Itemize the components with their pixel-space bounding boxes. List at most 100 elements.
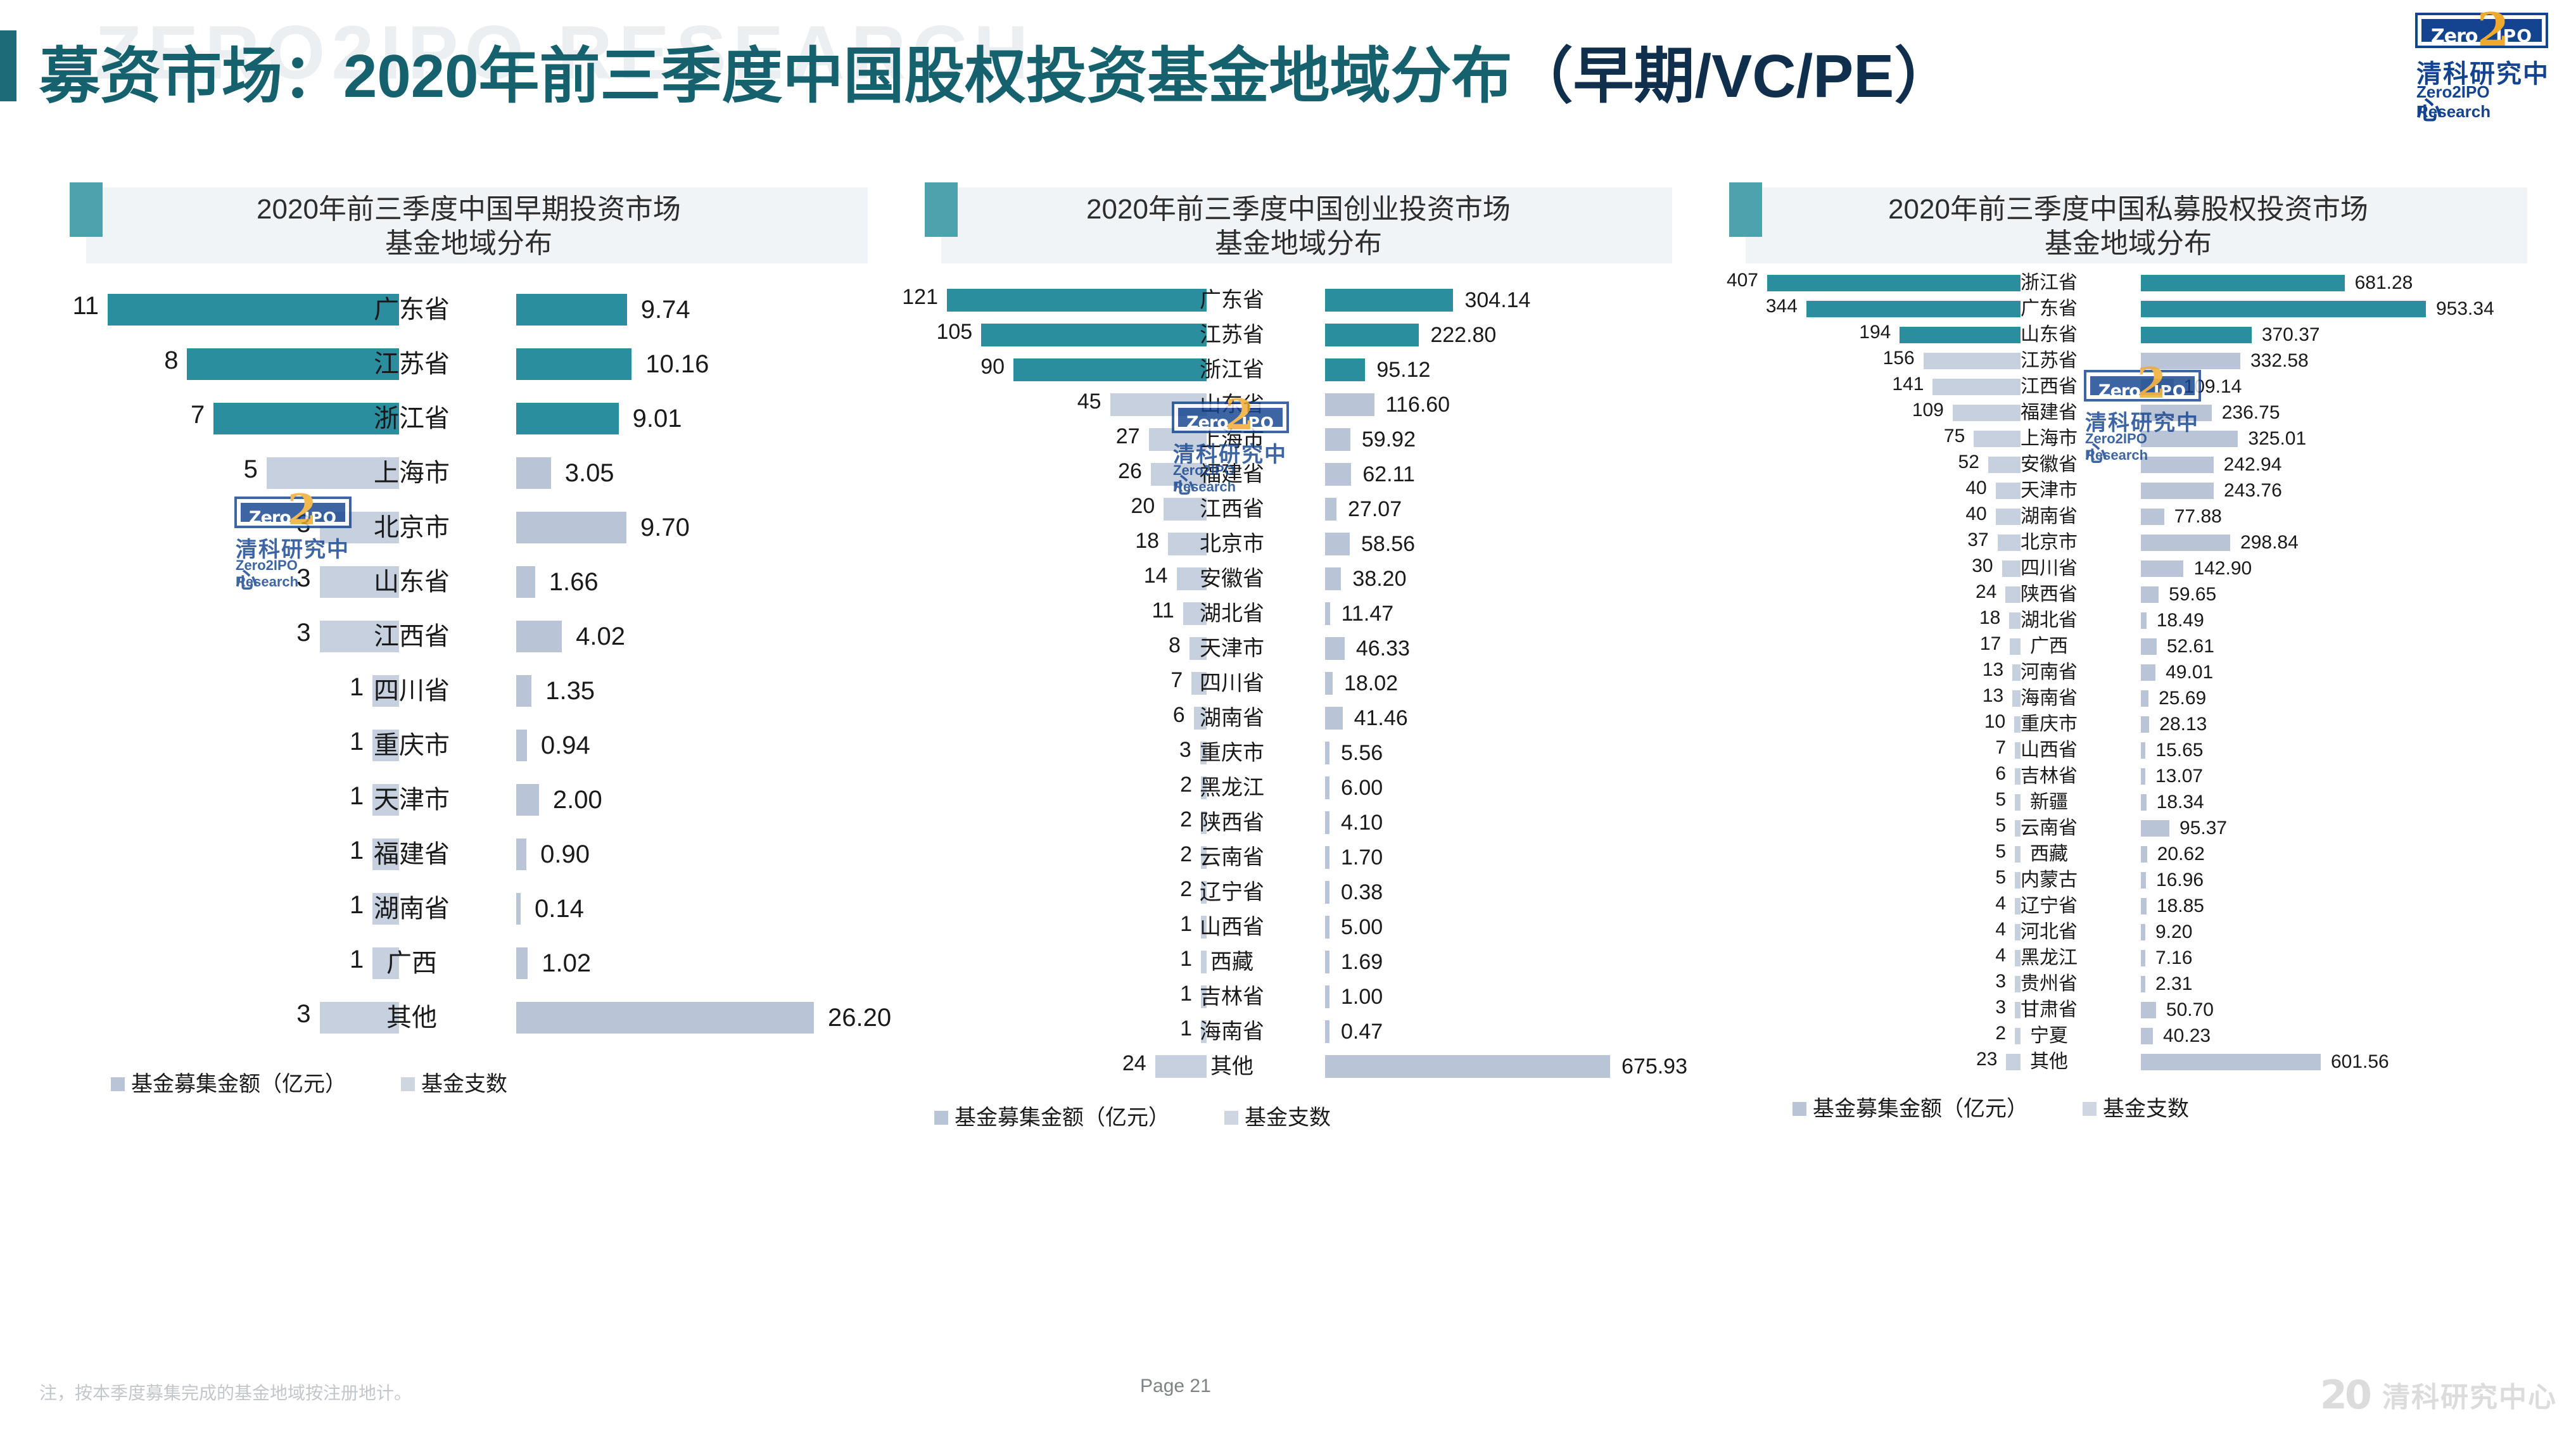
category-label: 湖北省 <box>1200 601 1264 626</box>
chart-row: 1 湖南省 0.14 <box>44 882 887 936</box>
amount-value-label: 59.65 <box>2169 583 2217 605</box>
category-label: 江西省 <box>2021 376 2078 397</box>
count-bar <box>1201 1020 1207 1043</box>
count-bar <box>1201 985 1207 1008</box>
legend-item-count: 基金支数 <box>2083 1091 2189 1122</box>
count-value-label: 30 <box>1972 555 1993 577</box>
count-value-label: 3 <box>296 619 311 647</box>
legend-swatch-count-icon <box>1224 1111 1238 1125</box>
count-value-label: 194 <box>1859 322 1891 343</box>
amount-bar <box>1325 358 1366 381</box>
chart-title-line2: 基金地域分布 <box>1215 228 1382 259</box>
chart-row: 1 广西 1.02 <box>44 936 887 990</box>
legend-label-count: 基金支数 <box>1245 1106 1331 1130</box>
amount-value-label: 116.60 <box>1385 392 1450 417</box>
category-label: 甘肃省 <box>2021 999 2078 1020</box>
count-value-label: 14 <box>1143 564 1168 588</box>
count-bar <box>1201 950 1207 973</box>
count-value-label: 17 <box>1979 633 2002 655</box>
count-bar <box>2015 897 2021 914</box>
chart-row: 18 北京市 58.56 <box>899 526 1691 561</box>
category-label: 上海市 <box>2021 427 2078 449</box>
chart-row: 7 浙江省 9.01 <box>44 391 887 446</box>
logo-ipo-text: IPO <box>2496 25 2532 46</box>
amount-value-label: 243.76 <box>2224 479 2282 501</box>
count-bar <box>1988 456 2021 473</box>
category-label: 广东省 <box>1200 288 1264 312</box>
amount-value-label: 0.90 <box>540 840 590 868</box>
count-value-label: 2 <box>1180 842 1192 867</box>
amount-value-label: 25.69 <box>2159 687 2207 709</box>
chart-row: 45 山东省 116.60 <box>899 387 1691 422</box>
legend-label-count: 基金支数 <box>2103 1097 2189 1121</box>
chart-legend: 基金募集金额（亿元） 基金支数 <box>111 1066 562 1098</box>
category-label: 江苏省 <box>1200 322 1264 347</box>
count-value-label: 24 <box>1976 581 1997 603</box>
amount-value-label: 370.37 <box>2261 324 2320 345</box>
count-value-label: 2 <box>1180 773 1192 797</box>
count-value-label: 6 <box>1995 763 2006 785</box>
amount-bar <box>2141 482 2214 499</box>
count-bar <box>187 348 399 380</box>
count-bar <box>1997 534 2021 551</box>
category-label: 重庆市 <box>1200 740 1264 765</box>
count-bar <box>319 566 399 598</box>
chart-row: 2 黑龙江 6.00 <box>899 770 1691 805</box>
category-label: 天津市 <box>2021 479 2078 501</box>
count-value-label: 4 <box>1995 893 2006 914</box>
chart-row: 6 吉林省 13.07 <box>1704 763 2546 789</box>
title-accent-bar <box>0 30 16 101</box>
count-bar <box>2015 845 2021 863</box>
amount-bar <box>516 457 551 489</box>
category-label: 江苏省 <box>2021 350 2078 371</box>
count-value-label: 1 <box>349 728 364 756</box>
category-label: 海南省 <box>1200 1019 1264 1044</box>
count-bar <box>1201 880 1207 904</box>
amount-value-label: 6.00 <box>1341 775 1383 800</box>
category-label: 其他 <box>1210 1054 1253 1079</box>
category-label: 浙江省 <box>1200 357 1264 382</box>
amount-value-label: 11.47 <box>1341 601 1394 626</box>
category-label: 四川省 <box>1200 671 1264 695</box>
count-value-label: 10 <box>1984 711 2006 733</box>
count-value-label: 52 <box>1958 452 1979 473</box>
amount-bar <box>2141 274 2345 291</box>
count-value-label: 11 <box>1152 598 1174 623</box>
count-value-label: 7 <box>1171 668 1183 693</box>
count-value-label: 2 <box>1995 1023 2006 1044</box>
count-bar <box>372 838 399 870</box>
amount-value-label: 5.56 <box>1341 740 1383 765</box>
page-number: Page 21 <box>1140 1376 1211 1396</box>
amount-value-label: 16.96 <box>2156 869 2204 890</box>
amount-bar <box>1325 532 1350 555</box>
category-label: 云南省 <box>2021 817 2078 838</box>
category-label: 河南省 <box>2021 661 2078 683</box>
category-label: 黑龙江 <box>1200 775 1264 800</box>
chart-title-block: 2020年前三季度中国早期投资市场 基金地域分布 <box>70 182 868 263</box>
chart-row: 4 辽宁省 18.85 <box>1704 893 2546 919</box>
category-label: 山西省 <box>2021 739 2078 761</box>
amount-value-label: 15.65 <box>2155 739 2204 761</box>
chart-title-text: 2020年前三季度中国私募股权投资市场 基金地域分布 <box>1729 193 2527 261</box>
amount-value-label: 27.07 <box>1348 497 1402 521</box>
count-bar <box>1201 811 1207 834</box>
amount-value-label: 0.14 <box>535 895 584 923</box>
amount-bar <box>516 675 532 707</box>
category-label: 天津市 <box>374 786 450 814</box>
amount-value-label: 18.02 <box>1343 671 1399 695</box>
count-value-label: 37 <box>1967 529 1989 551</box>
count-bar <box>1176 567 1207 590</box>
chart-row: 105 江苏省 222.80 <box>899 317 1691 352</box>
amount-value-label: 9.74 <box>640 296 690 324</box>
amount-bar <box>1325 706 1343 730</box>
amount-value-label: 10.16 <box>645 350 709 378</box>
amount-bar <box>2141 664 2156 681</box>
count-value-label: 20 <box>1131 494 1155 519</box>
count-value-label: 8 <box>1168 633 1181 658</box>
chart-row: 26 福建省 62.11 <box>899 457 1691 491</box>
category-label: 上海市 <box>374 459 450 487</box>
category-label: 山东省 <box>1200 392 1264 417</box>
count-bar <box>2012 690 2021 707</box>
amount-value-label: 59.92 <box>1361 427 1416 452</box>
category-label: 广西 <box>386 949 437 977</box>
